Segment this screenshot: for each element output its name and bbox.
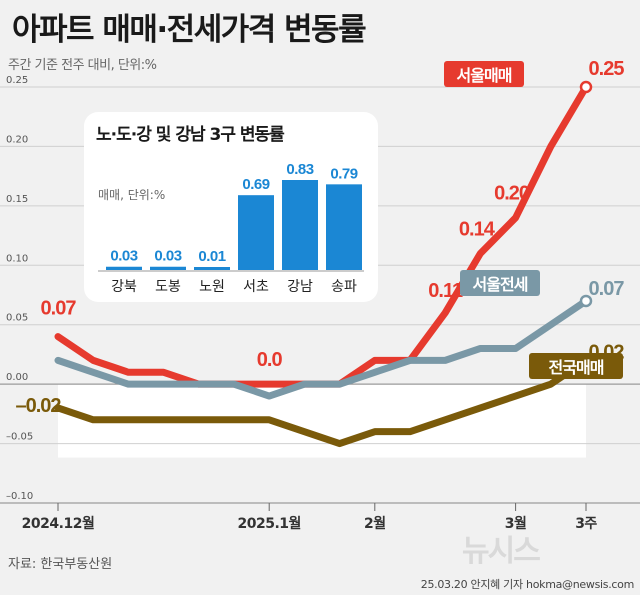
series-name-label: 서울전세 [473, 275, 528, 294]
inset-panel: 노·도·강 및 강남 3구 변동률 매매, 단위:% 0.03 강북 0.03 도봉 0… [84, 112, 378, 302]
bar [150, 266, 186, 270]
series-name-badge [444, 61, 524, 87]
bar [326, 184, 362, 270]
x-tick-label: 2024.12월 [22, 515, 95, 532]
source-note: 자료: 한국부동산원 [8, 557, 113, 572]
data-label: 0.20 [494, 183, 530, 205]
bar-value-label: 0.01 [198, 248, 225, 265]
bar-category-label: 송파 [331, 279, 357, 295]
series-line [54, 297, 590, 400]
y-tick-label: 0.00 [6, 372, 28, 383]
data-label: –0.02 [15, 395, 61, 417]
series-line [54, 356, 590, 448]
x-tick-label: 3월 [505, 515, 527, 532]
bar-category-label: 서초 [243, 279, 269, 295]
data-label: 0.11 [428, 280, 463, 302]
bar-value-label: 0.03 [154, 248, 181, 265]
y-tick-label: 0.25 [6, 75, 28, 86]
series-name-label: 서울매매 [457, 66, 512, 85]
bar-category-label: 도봉 [155, 279, 181, 295]
data-labels: 0.07 0.0 0.11 0.14 0.20 0.25 서울매매 0.07 서울전세 –0.02… [15, 58, 625, 417]
data-label: 0.0 [257, 349, 283, 371]
y-tick-label: 0.05 [6, 313, 28, 324]
data-label: 0.07 [41, 298, 77, 320]
data-label: 0.07 [589, 278, 625, 300]
data-label: 0.25 [589, 58, 625, 80]
y-tick-label: –0.05 [6, 432, 33, 443]
series-name-badge [460, 270, 540, 296]
inset-bar-chart: 0.03 강북 0.03 도봉 0.01 노원 0.69 서초 0.83 강남 0.79 송파 [98, 161, 364, 295]
bar-category-label: 노원 [199, 279, 225, 295]
y-tick-label: 0.20 [6, 134, 28, 145]
chart-subtitle: 주간 기준 전주 대비, 단위:% [8, 58, 157, 73]
newsis-logo: 뉴시스 [462, 534, 541, 569]
page-title: 아파트 매매·전세가격 변동률 [12, 12, 367, 48]
bar-category-label: 강북 [111, 279, 137, 295]
bar [238, 195, 274, 270]
x-tick-label: 2월 [364, 515, 386, 532]
x-tick-label: 3주 [575, 516, 597, 532]
data-label: 0.14 [459, 218, 496, 240]
bar-category-label: 강남 [287, 279, 313, 295]
y-tick-label: –0.10 [6, 491, 33, 502]
y-tick-label: 0.15 [6, 194, 28, 205]
bar [106, 266, 142, 270]
bar-value-label: 0.03 [110, 248, 137, 265]
inset-title: 노·도·강 및 강남 3구 변동률 [96, 125, 285, 145]
series-endpoint-marker [579, 294, 593, 308]
series-name-label: 전국매매 [549, 358, 604, 377]
series-endpoint-marker [579, 80, 593, 94]
y-axis-ticks: 0.25 0.20 0.15 0.10 0.05 0.00 –0.05 –0.10 [6, 75, 33, 502]
bar [194, 267, 230, 270]
series-lines [54, 80, 593, 448]
bar-value-label: 0.79 [330, 165, 357, 182]
inset-subtitle: 매매, 단위:% [98, 188, 166, 202]
y-tick-label: 0.10 [6, 253, 28, 264]
x-axis: 2024.12월 2025.1월 2월 3월 3주 [0, 502, 640, 532]
bar [282, 180, 318, 270]
credit-line: 25.03.20 안지혜 기자 hokma@newsis.com [420, 578, 635, 591]
bar-value-label: 0.69 [242, 176, 269, 193]
x-tick-label: 2025.1월 [237, 515, 300, 532]
bar-value-label: 0.83 [286, 161, 313, 178]
series-name-badge [529, 353, 623, 379]
